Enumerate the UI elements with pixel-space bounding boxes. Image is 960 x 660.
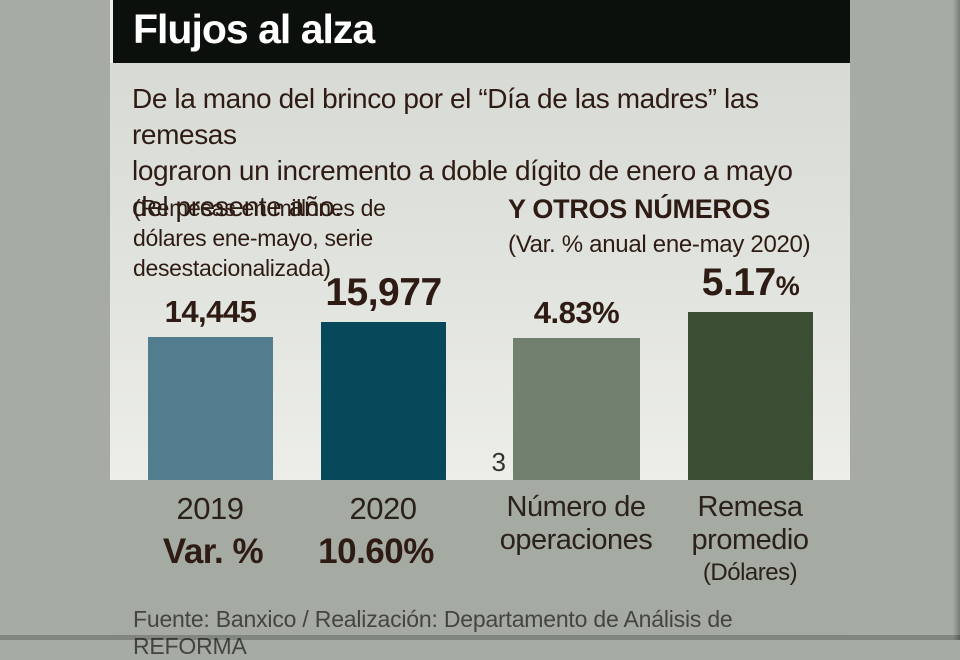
bar-column-operaciones: 4.83% — [513, 295, 640, 480]
bar-column-remesa: 5.17% — [688, 261, 813, 480]
page-right-edge — [953, 0, 960, 640]
bar-2019 — [148, 337, 273, 480]
category-note-dolares: (Dólares) — [702, 559, 798, 586]
source-credit: Fuente: Banxico / Realización: Departame… — [133, 606, 733, 659]
left-chart-subtitle: (Remesas en millones de dólares ene-mayo… — [133, 195, 386, 281]
infographic-card: Flujos al alza De la mano del brinco por… — [110, 0, 850, 659]
percent-sign: % — [775, 271, 800, 301]
right-chart-subtitle: (Var. % anual ene-may 2020) — [508, 231, 811, 258]
bar-column-2019: 14,445 — [148, 294, 273, 480]
category-label-2020: 2020 — [349, 491, 417, 526]
var-label: Var. % — [162, 532, 264, 571]
bar-value-label-remesa: 5.17% — [701, 261, 800, 304]
bar-column-2020: 15,977 — [321, 271, 446, 480]
var-value: 10.60% — [318, 532, 434, 571]
bar-2020 — [321, 322, 446, 480]
bar-value-label-2019: 14,445 — [164, 294, 257, 329]
category-label-remesa: Remesa promedio — [691, 491, 809, 556]
bar-remesa — [688, 312, 813, 480]
page-title: Flujos al alza — [133, 6, 375, 52]
bar-value-label-2020: 15,977 — [325, 271, 442, 314]
right-chart-title: Y OTROS NÚMEROS — [508, 194, 771, 224]
category-label-2019: 2019 — [176, 491, 244, 526]
bar-operaciones — [513, 338, 640, 480]
title-bar: Flujos al alza — [110, 0, 850, 63]
chart-panel: De la mano del brinco por el “Día de las… — [110, 63, 850, 480]
bar-value-label-operaciones: 4.83% — [533, 295, 620, 330]
page-bottom-edge — [0, 635, 960, 640]
intro-text: De la mano del brinco por el “Día de las… — [132, 83, 793, 222]
right-chart-axis-min-label: 3 — [491, 447, 506, 477]
bottom-band: 2019 2020 Var. % 10.60% Número de operac… — [110, 480, 850, 659]
category-label-operaciones: Número de operaciones — [499, 491, 653, 556]
